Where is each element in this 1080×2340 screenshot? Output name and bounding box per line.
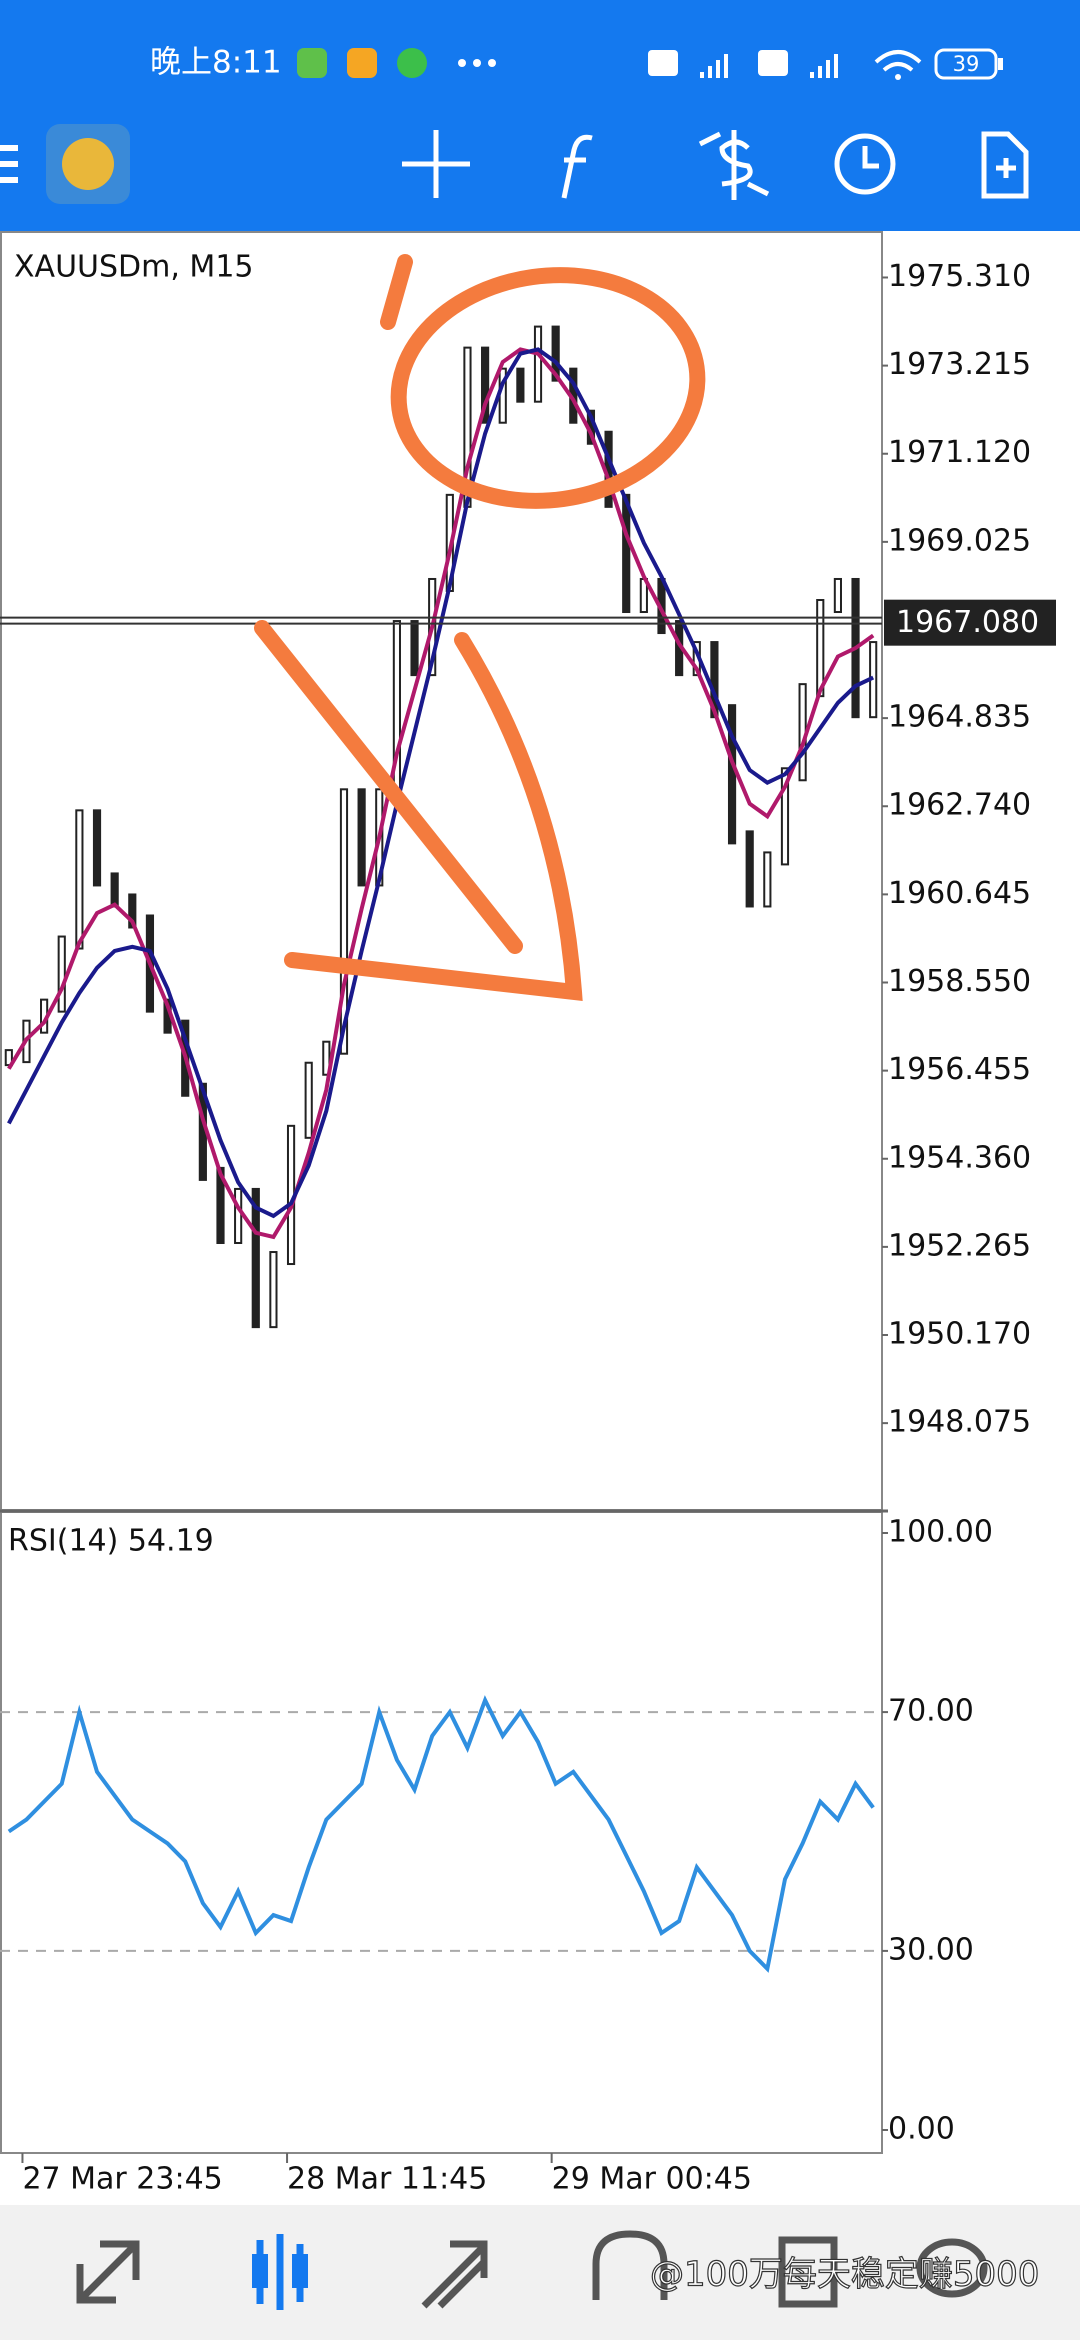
y-tick-label: 30.00 [888, 1932, 974, 1967]
candle [551, 325, 560, 382]
moving-average [7, 347, 875, 1240]
rsi-title: RSI(14) 54.19 [8, 1524, 214, 1559]
candle [481, 346, 490, 424]
chart-title: XAUUSDm, M15 [14, 250, 254, 285]
y-tick-label: 1948.075 [888, 1405, 1031, 1440]
status-time: 晚上8:11 [150, 45, 282, 81]
y-tick-label: 1950.170 [888, 1317, 1031, 1352]
candle [745, 830, 754, 908]
candle [357, 788, 366, 887]
chart-area [0, 231, 1080, 2205]
candle [269, 1251, 278, 1329]
y-tick-label: 1964.835 [888, 700, 1031, 735]
news-tab[interactable] [778, 2236, 838, 2308]
candle [57, 935, 66, 1013]
candle [392, 620, 401, 803]
y-tick-label: 70.00 [888, 1694, 974, 1729]
candle [339, 788, 349, 1055]
candle [622, 493, 631, 614]
new-order-button[interactable] [981, 131, 1029, 199]
y-tick-label: 1956.455 [888, 1052, 1031, 1087]
candle [304, 1061, 313, 1139]
indicators-button[interactable] [561, 134, 593, 199]
messages-tab[interactable] [916, 2238, 988, 2298]
bottom-nav-icons [76, 2230, 988, 2310]
y-tick-label: 0.00 [888, 2112, 955, 2147]
candle [727, 704, 737, 845]
candle [75, 809, 84, 950]
bottom-nav [0, 2205, 1080, 2340]
quotes-tab[interactable] [76, 2240, 140, 2304]
y-tick-label: 1962.740 [888, 788, 1031, 823]
crosshair-button[interactable] [402, 130, 470, 198]
plot: 1975.310 1973.215 1971.120 1969.025 1964.835… [0, 259, 1056, 2197]
trade-tab[interactable] [421, 2240, 488, 2309]
status-icons [297, 48, 1003, 80]
app-header [0, 0, 1080, 231]
x-tick-label: 27 Mar 23:45 [22, 2162, 222, 2197]
watermark: @100万每天稳定赚5000 [650, 2255, 1039, 2295]
candle [516, 367, 525, 403]
x-tick-label: 29 Mar 00:45 [552, 2162, 752, 2197]
candle [410, 620, 419, 677]
candle [110, 872, 119, 908]
battery-level: 39 [953, 52, 980, 76]
y-tick-label: 1969.025 [888, 523, 1031, 558]
y-tick-label: 1971.120 [888, 435, 1031, 470]
y-tick-label: 1960.645 [888, 876, 1031, 911]
y-tick-label: 1954.360 [888, 1140, 1031, 1175]
y-tick-label: 100.00 [888, 1515, 993, 1550]
candle [128, 893, 137, 929]
current-price-label: 1967.080 [896, 605, 1039, 640]
candle [234, 1187, 243, 1244]
candle [833, 577, 842, 614]
annotation [254, 254, 706, 1002]
history-tab[interactable] [592, 2230, 668, 2300]
candle [92, 809, 102, 887]
candle [763, 851, 772, 908]
y-tick-label: 1975.310 [888, 259, 1031, 294]
candle [780, 767, 790, 866]
x-tick-label: 28 Mar 11:45 [287, 2162, 487, 2197]
y-tick-label: 1973.215 [888, 347, 1031, 382]
menu-button[interactable] [0, 145, 18, 183]
candle [533, 325, 543, 403]
y-tick-label: 1952.265 [888, 1228, 1031, 1263]
current-price-box [884, 599, 1056, 646]
rsi-line [7, 1695, 875, 1973]
history-button[interactable] [834, 133, 896, 195]
toolbar [0, 124, 1029, 204]
y-tick-label: 1958.550 [888, 964, 1031, 999]
candle [251, 1187, 260, 1329]
trade-button[interactable] [698, 130, 770, 200]
candle [322, 1040, 331, 1076]
